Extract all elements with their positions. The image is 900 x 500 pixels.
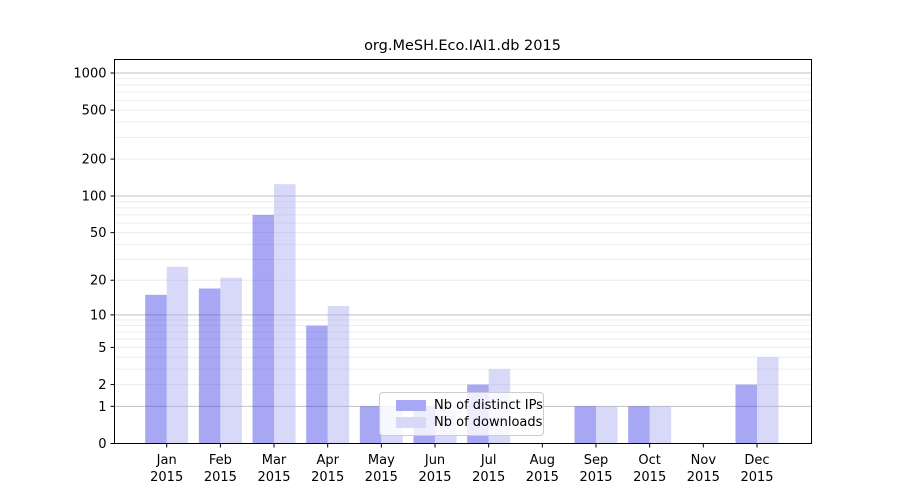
y-tick-label: 2: [98, 378, 106, 393]
x-tick-label-month: Dec: [744, 453, 769, 468]
x-tick-label-year: 2015: [472, 470, 505, 485]
x-tick-label-year: 2015: [687, 470, 720, 485]
x-tick-label-year: 2015: [311, 470, 344, 485]
x-tick-label-month: Nov: [691, 453, 717, 468]
legend-row-downloads: Nb of downloads: [396, 415, 542, 430]
y-tick-label: 0: [98, 437, 106, 452]
x-tick-label-year: 2015: [579, 470, 612, 485]
y-tick-label: 500: [82, 104, 107, 119]
y-tick-label: 50: [90, 226, 107, 241]
bar-nb-of-downloads-mar: [274, 184, 296, 444]
x-tick-label-year: 2015: [204, 470, 237, 485]
x-tick-label-month: May: [368, 453, 395, 468]
bar-nb-of-downloads-apr: [327, 305, 350, 444]
bar-nb-of-downloads-jan: [166, 266, 189, 444]
x-tick-label-year: 2015: [365, 470, 398, 485]
bar-nb-of-distinct-ips-mar: [252, 214, 275, 444]
x-tick-label-year: 2015: [150, 470, 183, 485]
bar-nb-of-downloads-feb: [220, 277, 242, 444]
y-tick-label: 5: [98, 341, 106, 356]
bar-nb-of-distinct-ips-jan: [145, 294, 167, 444]
y-tick-label: 10: [90, 308, 107, 323]
bar-nb-of-distinct-ips-dec: [735, 384, 757, 444]
x-tick-label-month: Jul: [480, 453, 497, 468]
x-tick-label-month: Feb: [209, 453, 232, 468]
legend-swatch-downloads: [396, 417, 426, 428]
bar-nb-of-distinct-ips-oct: [628, 406, 650, 444]
x-tick-label-month: Apr: [316, 453, 339, 468]
bar-nb-of-distinct-ips-apr: [306, 325, 328, 444]
bar-nb-of-distinct-ips-feb: [198, 288, 221, 444]
x-tick-label-month: Jun: [424, 453, 445, 468]
plot-border: [114, 59, 812, 444]
legend: Nb of distinct IPs Nb of downloads: [379, 392, 544, 436]
chart-title: org.MeSH.Eco.IAI1.db 2015: [364, 38, 561, 54]
x-tick-label-month: Sep: [584, 453, 609, 468]
x-tick-label-month: Aug: [530, 453, 555, 468]
y-tick-label: 1: [98, 400, 106, 415]
legend-label-downloads: Nb of downloads: [434, 415, 543, 430]
legend-row-distinct-ips: Nb of distinct IPs: [396, 398, 543, 413]
y-tick-label: 20: [90, 274, 107, 289]
bar-nb-of-downloads-sep: [596, 406, 618, 444]
bar-nb-of-distinct-ips-may: [359, 406, 382, 444]
x-tick-label-year: 2015: [257, 470, 290, 485]
x-tick-label-month: Oct: [638, 453, 660, 468]
legend-label-distinct-ips: Nb of distinct IPs: [434, 398, 543, 413]
bar-nb-of-distinct-ips-sep: [574, 406, 597, 444]
x-tick-label-year: 2015: [418, 470, 451, 485]
x-tick-label-year: 2015: [633, 470, 666, 485]
legend-swatch-distinct-ips: [396, 400, 426, 411]
x-tick-label-year: 2015: [740, 470, 773, 485]
bar-nb-of-downloads-oct: [649, 406, 672, 444]
y-tick-label: 200: [82, 153, 107, 168]
bar-nb-of-downloads-dec: [757, 357, 779, 444]
y-tick-label: 1000: [73, 67, 106, 82]
x-tick-label-month: Jan: [156, 453, 177, 468]
x-tick-label-year: 2015: [526, 470, 559, 485]
y-tick-label: 100: [82, 190, 107, 205]
x-tick-label-month: Mar: [262, 453, 287, 468]
